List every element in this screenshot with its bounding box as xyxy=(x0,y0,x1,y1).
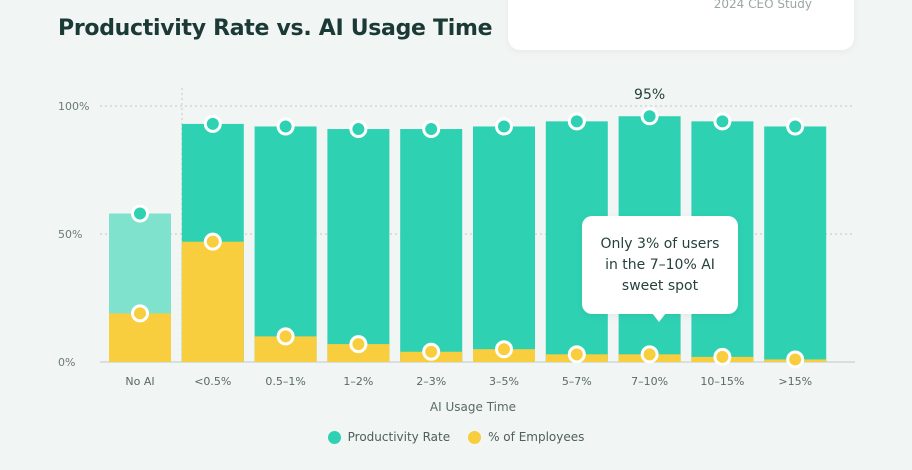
bar-group-5 xyxy=(473,117,535,362)
legend: Productivity Rate % of Employees xyxy=(0,430,912,444)
x-tick-label-9: >15% xyxy=(778,375,812,388)
point-employees-8 xyxy=(713,347,732,366)
point-employees-3 xyxy=(349,335,368,354)
point-productivity-5 xyxy=(495,117,513,136)
legend-item-employees[interactable]: % of Employees xyxy=(468,430,584,444)
legend-item-productivity[interactable]: Productivity Rate xyxy=(327,430,451,444)
y-tick-label-100: 100% xyxy=(58,100,89,113)
legend-swatch-productivity xyxy=(327,430,341,444)
point-employees-7 xyxy=(640,345,659,364)
bar-productivity-3 xyxy=(327,129,390,362)
callout-box: Only 3% of users in the 7–10% AI sweet s… xyxy=(582,216,738,314)
x-tick-label-6: 5–7% xyxy=(562,375,592,388)
bar-productivity-4 xyxy=(400,129,463,362)
bar-group-2 xyxy=(254,117,317,362)
bar-productivity-2 xyxy=(254,126,317,362)
x-tick-label-4: 2–3% xyxy=(416,375,446,388)
bar-group-4 xyxy=(400,120,463,362)
point-productivity-9 xyxy=(786,117,805,136)
point-employees-2 xyxy=(276,327,295,346)
point-productivity-7 xyxy=(640,107,659,126)
chart-title: Productivity Rate vs. AI Usage Time xyxy=(58,16,493,41)
point-productivity-6 xyxy=(567,112,586,131)
source-card: 2024 CEO Study xyxy=(508,0,854,50)
bar-group-9 xyxy=(764,117,827,369)
legend-label-employees: % of Employees xyxy=(488,430,585,444)
point-employees-6 xyxy=(567,345,586,364)
point-productivity-2 xyxy=(276,117,295,136)
bar-group-0 xyxy=(109,204,171,362)
legend-swatch-employees xyxy=(468,430,482,444)
bar-employees-1 xyxy=(181,241,244,362)
bar-group-3 xyxy=(327,120,390,362)
point-employees-4 xyxy=(422,342,441,361)
point-employees-1 xyxy=(203,232,222,251)
point-employees-0 xyxy=(131,304,149,323)
x-tick-label-7: 7–10% xyxy=(631,375,668,388)
point-productivity-4 xyxy=(422,120,441,139)
point-productivity-8 xyxy=(713,112,732,131)
bar-productivity-5 xyxy=(473,126,535,362)
x-tick-label-2: 0.5–1% xyxy=(265,375,305,388)
y-tick-label-0: 0% xyxy=(58,356,75,369)
callout-tail xyxy=(652,313,666,322)
x-axis-title: AI Usage Time xyxy=(430,400,516,414)
callout-text: Only 3% of users in the 7–10% AI sweet s… xyxy=(600,235,720,294)
x-tick-label-5: 3–5% xyxy=(489,375,519,388)
legend-label-productivity: Productivity Rate xyxy=(347,430,451,444)
point-productivity-0 xyxy=(131,204,149,223)
y-tick-label-50: 50% xyxy=(58,228,82,241)
point-employees-5 xyxy=(495,340,513,359)
x-tick-label-0: No AI xyxy=(125,375,154,388)
bar-group-1 xyxy=(181,114,244,362)
x-tick-label-8: 10–15% xyxy=(700,375,744,388)
annotation-label-0: 95% xyxy=(634,87,665,103)
bar-productivity-9 xyxy=(764,126,827,362)
point-productivity-1 xyxy=(203,114,222,133)
point-productivity-3 xyxy=(349,120,368,139)
source-label: 2024 CEO Study xyxy=(713,0,812,11)
point-employees-9 xyxy=(786,350,805,369)
x-tick-label-1: <0.5% xyxy=(194,375,231,388)
x-tick-label-3: 1–2% xyxy=(343,375,373,388)
